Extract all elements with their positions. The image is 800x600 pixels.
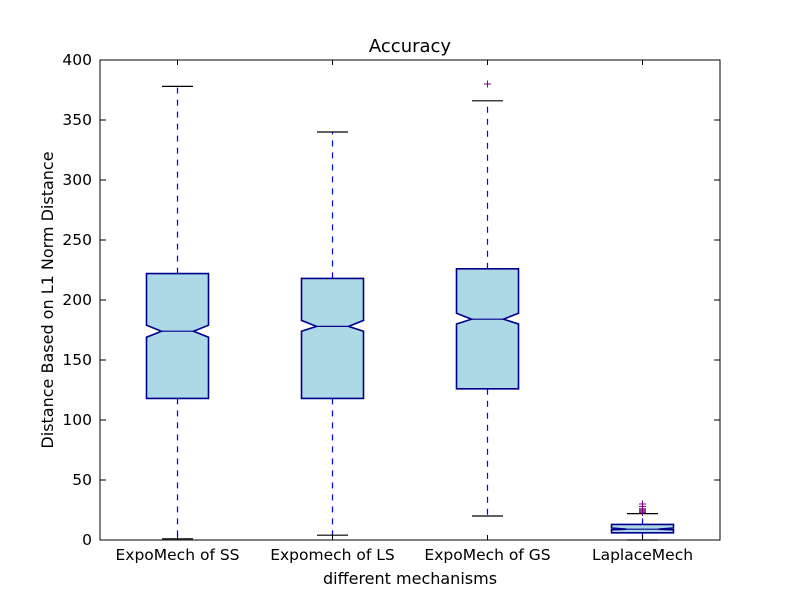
y-tick-label: 350 [62, 111, 92, 129]
axis-ticks: ExpoMech of SS Expomech of LS ExpoMech of … [62, 51, 720, 564]
y-tick-label: 50 [72, 471, 92, 489]
y-tick-label: 300 [62, 171, 92, 189]
x-axis-label: different mechanisms [323, 569, 497, 588]
chart-title: Accuracy [369, 36, 452, 57]
flier-point [639, 500, 646, 508]
plot-area [145, 80, 675, 541]
flier-point [484, 80, 491, 88]
box-group-4 [610, 500, 675, 541]
y-tick-label: 250 [62, 231, 92, 249]
x-tick-label: ExpoMech of SS [115, 546, 239, 564]
box-group-2 [300, 131, 365, 536]
y-tick-label: 0 [82, 531, 92, 549]
x-tick-label: LaplaceMech [592, 546, 693, 564]
box-group-3 [455, 80, 520, 517]
box [145, 272, 210, 400]
box-group-1 [145, 85, 210, 540]
y-axis-label: Distance Based on L1 Norm Distance [38, 151, 57, 448]
y-tick-label: 200 [62, 291, 92, 309]
x-tick-label: Expomech of LS [270, 546, 395, 564]
y-tick-label: 150 [62, 351, 92, 369]
x-tick-label: ExpoMech of GS [424, 546, 550, 564]
box [610, 523, 675, 534]
box [300, 277, 365, 400]
box [455, 267, 520, 390]
y-tick-label: 400 [62, 51, 92, 69]
y-tick-label: 100 [62, 411, 92, 429]
